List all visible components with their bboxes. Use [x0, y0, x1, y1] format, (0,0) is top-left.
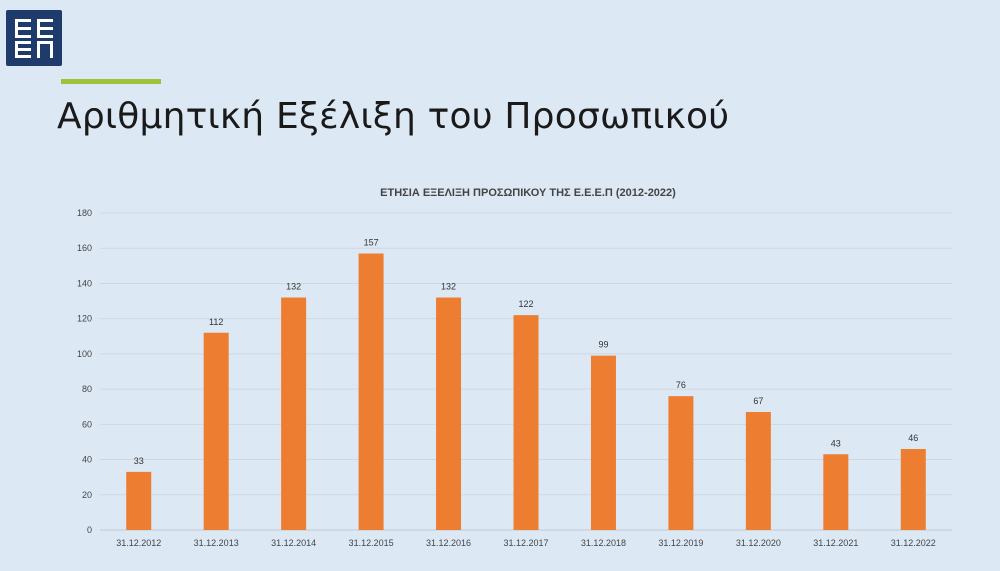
data-label: 43: [831, 438, 841, 448]
y-axis: 0 20 40 60 80 100 120 140 160 180: [77, 208, 92, 535]
y-tick-label: 160: [77, 243, 92, 253]
bar: [513, 315, 539, 530]
y-tick-label: 180: [77, 208, 92, 218]
data-label: 112: [209, 317, 223, 327]
bar-chart: ΕΤΗΣΙΑ ΕΞΕΛΙΞΗ ΠΡΟΣΩΠΙΚΟΥ ΤΗΣ Ε.Ε.Ε.Π (2…: [77, 187, 952, 548]
x-tick-label: 31.12.2021: [813, 538, 858, 548]
data-label: 33: [134, 456, 144, 466]
data-label: 76: [676, 380, 686, 390]
x-tick-label: 31.12.2014: [271, 538, 316, 548]
bar: [281, 297, 307, 530]
chart-title: ΕΤΗΣΙΑ ΕΞΕΛΙΞΗ ΠΡΟΣΩΠΙΚΟΥ ΤΗΣ Ε.Ε.Ε.Π (2…: [380, 187, 676, 199]
bar: [126, 471, 152, 530]
chart-container: ΕΤΗΣΙΑ ΕΞΕΛΙΞΗ ΠΡΟΣΩΠΙΚΟΥ ΤΗΣ Ε.Ε.Ε.Π (2…: [0, 170, 1000, 571]
bar: [745, 412, 771, 530]
y-tick-label: 40: [82, 455, 92, 465]
x-tick-label: 31.12.2022: [891, 538, 936, 548]
bar: [358, 253, 384, 530]
bars: 33 112 132 157 132 122 99 76 67 43 46: [126, 238, 926, 530]
y-tick-label: 80: [82, 384, 92, 394]
data-label: 157: [364, 238, 379, 248]
x-tick-label: 31.12.2013: [194, 538, 239, 548]
y-tick-label: 100: [77, 349, 92, 359]
logo: [6, 10, 62, 66]
data-label: 67: [753, 396, 763, 406]
page-title: Αριθμητική Εξέλιξη του Προσωπικού: [57, 96, 730, 137]
y-tick-label: 120: [77, 314, 92, 324]
bar: [590, 355, 616, 530]
data-label: 46: [908, 433, 918, 443]
bar: [823, 454, 849, 530]
x-tick-label: 31.12.2015: [349, 538, 394, 548]
data-label: 132: [441, 282, 456, 292]
bar: [436, 297, 462, 530]
y-tick-label: 0: [87, 525, 92, 535]
data-label: 99: [598, 340, 608, 350]
x-tick-label: 31.12.2020: [736, 538, 781, 548]
y-tick-label: 20: [82, 490, 92, 500]
accent-line: [61, 79, 161, 84]
eeep-logo-icon: [15, 19, 53, 58]
x-tick-label: 31.12.2016: [426, 538, 471, 548]
x-tick-label: 31.12.2018: [581, 538, 626, 548]
bar: [668, 396, 694, 530]
x-tick-label: 31.12.2019: [658, 538, 703, 548]
data-label: 122: [518, 299, 533, 309]
x-axis: 31.12.2012 31.12.2013 31.12.2014 31.12.2015…: [116, 538, 936, 548]
bar: [203, 332, 229, 530]
y-tick-label: 140: [77, 278, 92, 288]
bar: [900, 448, 926, 530]
y-tick-label: 60: [82, 419, 92, 429]
x-tick-label: 31.12.2017: [503, 538, 548, 548]
data-label: 132: [286, 282, 301, 292]
x-tick-label: 31.12.2012: [116, 538, 161, 548]
